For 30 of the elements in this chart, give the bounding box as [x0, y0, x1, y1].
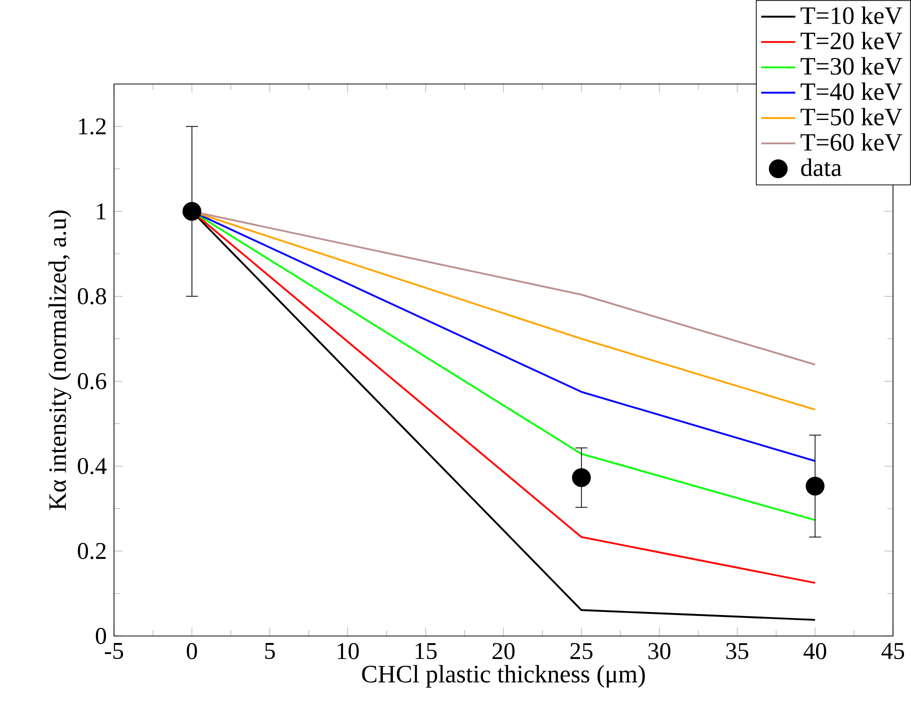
x-tick-label: 35 [726, 643, 748, 660]
legend-label: data [801, 158, 842, 176]
y-tick-label: 0.6 [78, 373, 106, 390]
y-tick-label: 0 [96, 628, 106, 644]
x-tick-label: 5 [265, 643, 275, 659]
y-tick-label: 0.8 [78, 288, 106, 304]
x-tick-label: 20 [492, 643, 515, 660]
y-tick-label: 0.4 [78, 458, 107, 474]
x-tick-label: 15 [416, 643, 437, 660]
point [182, 202, 202, 221]
x-axis-title: CHCl plastic thickness (μm) [362, 664, 645, 688]
legend-label: T=50 keV [800, 108, 902, 126]
x-tick-label: 40 [804, 643, 826, 660]
y-tick-label: 1.2 [79, 118, 106, 135]
legend-label: T=40 keV [800, 82, 902, 100]
y-tick-label: 0.2 [78, 542, 106, 560]
legend-label: T=60 keV [800, 133, 902, 151]
point [806, 476, 824, 496]
x-tick-label: 10 [338, 643, 359, 660]
point [572, 468, 591, 488]
legend-label: T=30 keV [800, 57, 902, 75]
legend-label: T=20 keV [800, 32, 902, 50]
x-tick-label: 45 [881, 643, 904, 660]
y-axis-title: Kα intensity (normalized, a.u) [48, 210, 72, 510]
x-tick-label: -5 [104, 643, 124, 659]
x-tick-label: 30 [648, 643, 670, 660]
legend-label: T=10 keV [800, 6, 902, 24]
x-tick-label: 0 [186, 643, 197, 660]
y-tick-label: 1 [97, 203, 106, 220]
x-tick-label: 25 [570, 643, 592, 660]
